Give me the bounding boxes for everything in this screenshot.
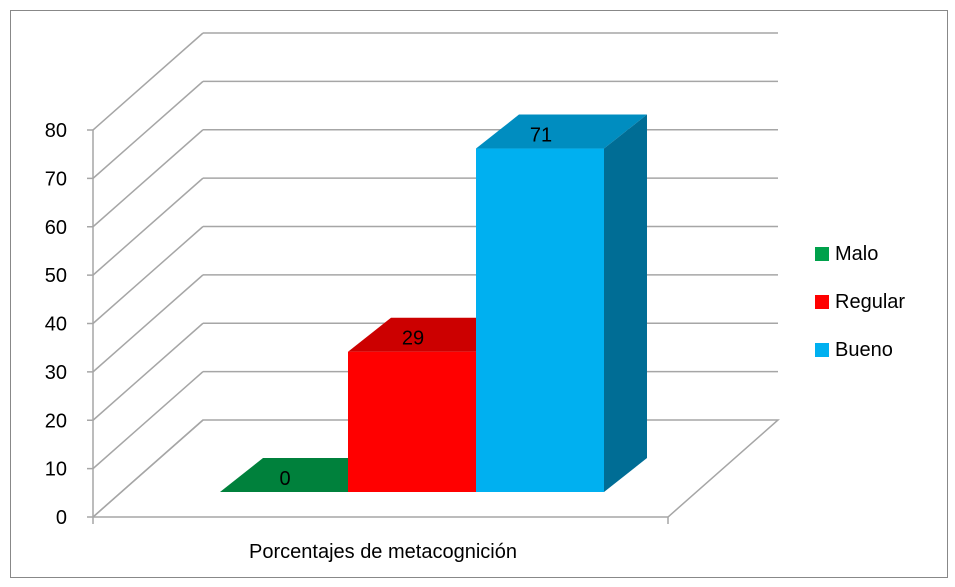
y-tick-label: 30: [45, 362, 67, 384]
axes: 0 10 20 30 40 50 60 70 80: [45, 120, 669, 529]
gridline-side: [92, 80, 204, 179]
legend-swatch-regular: [815, 295, 829, 309]
y-tick-label: 60: [45, 217, 67, 239]
x-axis-label: Porcentajes de metacognición: [249, 541, 517, 563]
data-labels: 0 29 71: [279, 125, 552, 490]
bar-side-face: [604, 114, 647, 492]
gridline-side: [92, 129, 204, 228]
bar-front-face: [348, 351, 476, 492]
gridline-side: [92, 419, 204, 518]
data-label: 0: [279, 468, 290, 490]
legend-label-regular: Regular: [835, 291, 905, 313]
bars: [220, 114, 647, 492]
legend-swatch-malo: [815, 247, 829, 261]
legend-swatch-bueno: [815, 343, 829, 357]
gridline-side: [92, 274, 204, 373]
y-tick-label: 80: [45, 120, 67, 142]
y-tick-label: 40: [45, 314, 67, 336]
y-tick-label: 0: [56, 507, 67, 529]
data-label: 71: [530, 125, 552, 147]
legend-label-bueno: Bueno: [835, 339, 893, 361]
bar-bueno: [476, 114, 647, 492]
y-tick-label: 50: [45, 265, 67, 287]
gridline-side: [92, 177, 204, 276]
y-tick-label: 20: [45, 410, 67, 432]
y-tick-label: 70: [45, 168, 67, 190]
legend-label-malo: Malo: [835, 243, 878, 265]
bar-front-face: [476, 148, 604, 492]
gridline-side: [92, 225, 204, 325]
gridline-side: [92, 322, 204, 421]
y-tick-label: 10: [45, 459, 67, 481]
legend: Malo Regular Bueno: [815, 243, 905, 361]
bar-top-face: [476, 114, 647, 149]
gridline-side: [92, 32, 204, 131]
gridline-side: [92, 371, 204, 470]
data-label: 29: [402, 328, 424, 350]
